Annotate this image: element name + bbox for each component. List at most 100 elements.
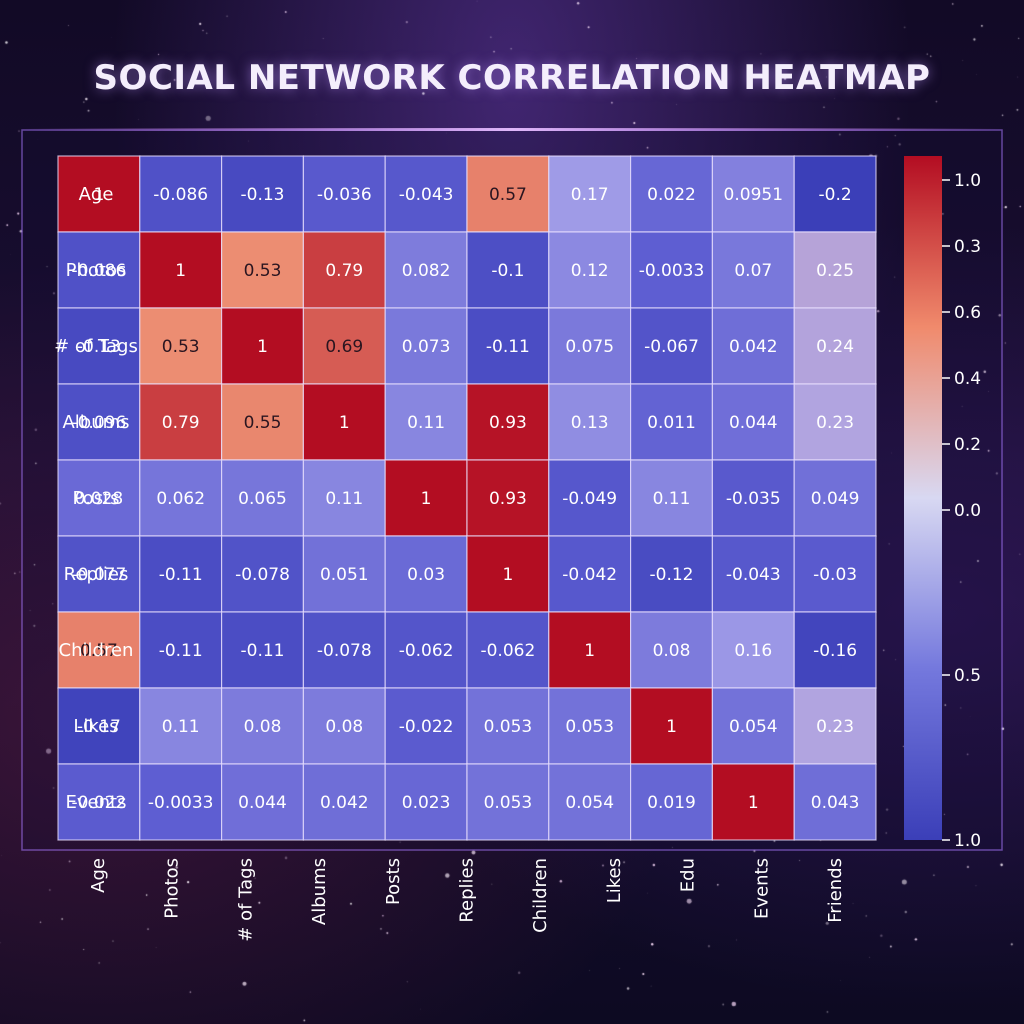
cell-value-label: -0.043 — [399, 185, 454, 205]
cell-value-label: 1 — [257, 337, 268, 357]
cell-value-label: 0.17 — [571, 185, 609, 205]
heatmap-cell — [629, 535, 713, 613]
heatmap-cell — [139, 383, 223, 461]
cell-value-label: 0.049 — [811, 489, 860, 509]
row-label: Children — [59, 640, 134, 661]
cell-value-label: -0.13 — [241, 185, 285, 205]
heatmap-cell — [629, 611, 713, 689]
row-label: Albums — [62, 412, 129, 433]
colorbar-tick-label: 1.0 — [954, 171, 981, 191]
frame-glow-line — [22, 128, 1002, 131]
heatmap-cell — [302, 763, 386, 841]
column-label: Events — [751, 858, 772, 919]
heatmap-cell — [139, 687, 223, 765]
colorbar-tick-label: 0.4 — [954, 369, 981, 389]
cell-value-label: 0.075 — [565, 337, 614, 357]
heatmap-cell — [139, 307, 223, 385]
heatmap-cell — [384, 459, 468, 537]
heatmap-cell — [629, 231, 713, 309]
heatmap-cell — [466, 307, 550, 385]
cell-value-label: -0.036 — [317, 185, 372, 205]
row-label: Likes — [73, 716, 118, 737]
row-label: Replies — [64, 564, 129, 585]
heatmap-cell — [466, 459, 550, 537]
cell-value-label: 0.011 — [647, 413, 696, 433]
heatmap-cell — [711, 155, 795, 233]
cell-value-label: -0.042 — [562, 565, 617, 585]
cell-value-label: -0.022 — [71, 793, 126, 813]
cell-value-label: 1 — [666, 717, 677, 737]
heatmap-cell — [548, 459, 632, 537]
cell-value-label: 0.12 — [571, 261, 609, 281]
row-label: Posts — [72, 488, 119, 509]
column-label: Photos — [162, 858, 183, 919]
cell-value-label: 0.23 — [816, 413, 854, 433]
cell-value-label: 0.53 — [162, 337, 200, 357]
heatmap-cell — [57, 383, 141, 461]
cell-value-label: -0.062 — [399, 641, 454, 661]
cell-value-label: 0.073 — [402, 337, 451, 357]
heatmap-cell — [221, 231, 305, 309]
cell-value-label: 0.028 — [75, 489, 124, 509]
cell-value-label: -0.16 — [813, 641, 857, 661]
heatmap-cell — [793, 231, 877, 309]
row-label: Photos — [66, 260, 127, 281]
cell-value-label: 0.054 — [565, 793, 614, 813]
heatmap-cell — [302, 155, 386, 233]
cell-value-label: 0.08 — [653, 641, 691, 661]
cell-value-label: -0.086 — [71, 261, 126, 281]
cell-value-label: 0.082 — [402, 261, 451, 281]
heatmap-cell — [629, 307, 713, 385]
heatmap-cell — [57, 687, 141, 765]
cell-value-label: 0.55 — [244, 413, 282, 433]
colorbar-tick-label: 0.6 — [954, 303, 981, 323]
cell-value-label: 0.13 — [571, 413, 609, 433]
cell-value-label: 0.53 — [244, 261, 282, 281]
cell-value-label: -0.03 — [813, 565, 857, 585]
cell-value-label: 0.053 — [565, 717, 614, 737]
row-label: # of Tags — [54, 336, 138, 357]
cell-value-label: 0.57 — [80, 641, 118, 661]
cell-value-label: 0.07 — [734, 261, 772, 281]
heatmap-cell — [384, 307, 468, 385]
heatmap-cell — [793, 383, 877, 461]
heatmap-cell — [302, 459, 386, 537]
cell-value-label: 0.11 — [325, 489, 363, 509]
cell-value-label: -0.0033 — [148, 793, 214, 813]
cell-value-label: 0.0951 — [724, 185, 783, 205]
heatmap-cell — [57, 459, 141, 537]
cell-value-label: 0.042 — [320, 793, 369, 813]
cell-value-label: -0.11 — [486, 337, 530, 357]
cell-value-label: 0.065 — [238, 489, 287, 509]
cell-value-label: -0.11 — [159, 565, 203, 585]
colorbar-tick-label: 0.5 — [954, 666, 981, 686]
heatmap-cell — [221, 763, 305, 841]
heatmap-cell — [57, 611, 141, 689]
heatmap-cell — [793, 535, 877, 613]
column-label: Replies — [457, 858, 478, 923]
cell-value-label: -0.043 — [726, 565, 781, 585]
column-label: Children — [530, 858, 551, 933]
cell-value-label: 0.16 — [734, 641, 772, 661]
cell-value-label: 0.11 — [653, 489, 691, 509]
heatmap-cell — [221, 611, 305, 689]
heatmap-cell — [384, 231, 468, 309]
heatmap-cell — [139, 763, 223, 841]
heatmap-cell — [629, 687, 713, 765]
cell-value-label: 0.57 — [489, 185, 527, 205]
cell-value-label: 0.11 — [162, 717, 200, 737]
heatmap-cell — [302, 535, 386, 613]
cell-value-label: 1 — [339, 413, 350, 433]
cell-value-label: -0.077 — [71, 565, 126, 585]
heatmap-cell — [384, 611, 468, 689]
heatmap-cell — [139, 459, 223, 537]
heatmap-cell — [711, 687, 795, 765]
column-label: Likes — [604, 858, 625, 903]
colorbar-tick-label: 0.2 — [954, 435, 981, 455]
cell-value-label: 0.054 — [729, 717, 778, 737]
row-label: Age — [79, 184, 114, 205]
cell-value-label: -0.11 — [159, 641, 203, 661]
heatmap-cell — [711, 535, 795, 613]
heatmap-cell — [793, 763, 877, 841]
heatmap-cell — [221, 687, 305, 765]
